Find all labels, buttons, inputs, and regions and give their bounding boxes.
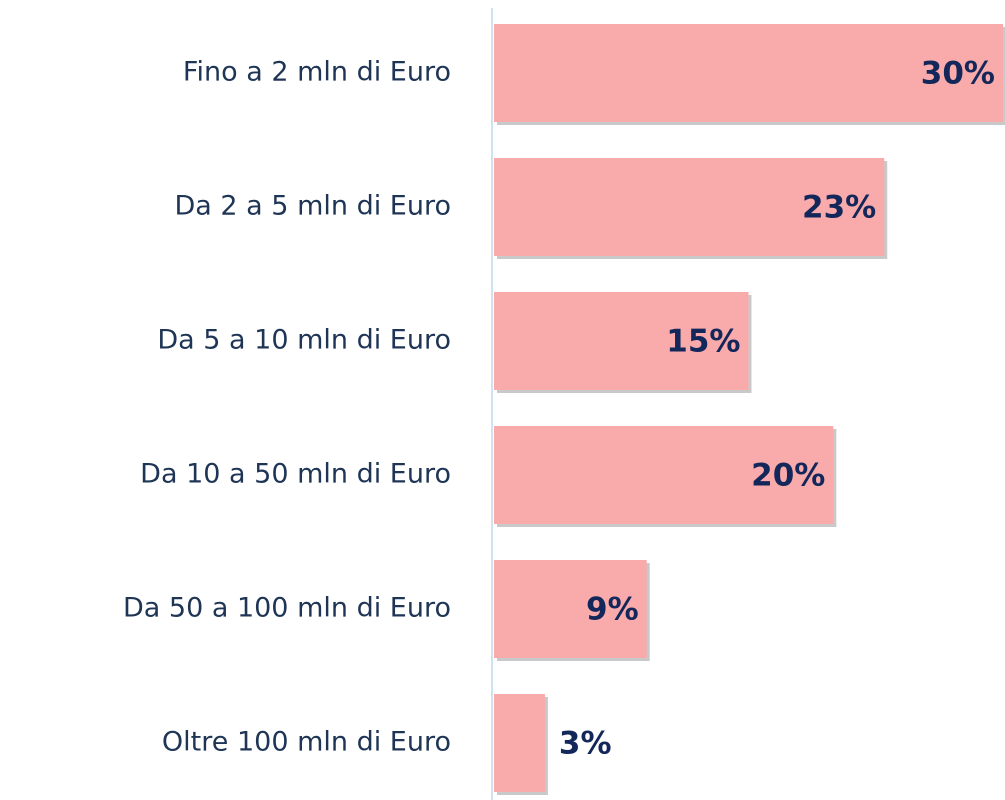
bar [494, 426, 834, 524]
category-label: Fino a 2 mln di Euro [183, 57, 451, 88]
category-label: Oltre 100 mln di Euro [162, 727, 451, 758]
bar [494, 24, 1003, 122]
bar [494, 560, 647, 658]
category-label: Da 2 a 5 mln di Euro [175, 191, 452, 222]
category-label: Da 10 a 50 mln di Euro [140, 459, 451, 490]
value-label: 15% [666, 324, 740, 360]
bar [494, 694, 545, 792]
category-label: Da 50 a 100 mln di Euro [123, 593, 451, 624]
bar [494, 292, 749, 390]
value-label: 3% [559, 726, 612, 762]
value-label: 20% [751, 458, 825, 494]
bar [494, 158, 885, 256]
value-label: 9% [586, 592, 639, 628]
value-label: 23% [802, 190, 876, 226]
category-label: Da 5 a 10 mln di Euro [157, 325, 451, 356]
value-label: 30% [921, 56, 995, 92]
